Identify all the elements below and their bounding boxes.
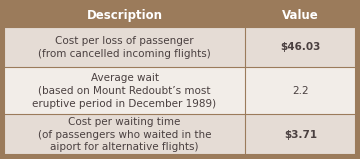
Text: Average wait
(based on Mount Redoubt’s most
eruptive period in December 1989): Average wait (based on Mount Redoubt’s m… xyxy=(32,73,217,109)
Bar xyxy=(4,67,356,114)
Text: $3.71: $3.71 xyxy=(284,130,317,140)
Text: 2.2: 2.2 xyxy=(292,86,309,96)
Text: $46.03: $46.03 xyxy=(280,42,321,52)
Bar xyxy=(4,4,356,27)
Text: Value: Value xyxy=(282,9,319,22)
Text: Description: Description xyxy=(86,9,163,22)
Bar xyxy=(4,114,356,155)
Text: Cost per loss of passenger
(from cancelled incoming flights): Cost per loss of passenger (from cancell… xyxy=(38,36,211,59)
Bar xyxy=(4,27,356,67)
Text: Cost per waiting time
(of passengers who waited in the
aiport for alternative fl: Cost per waiting time (of passengers who… xyxy=(38,117,211,152)
